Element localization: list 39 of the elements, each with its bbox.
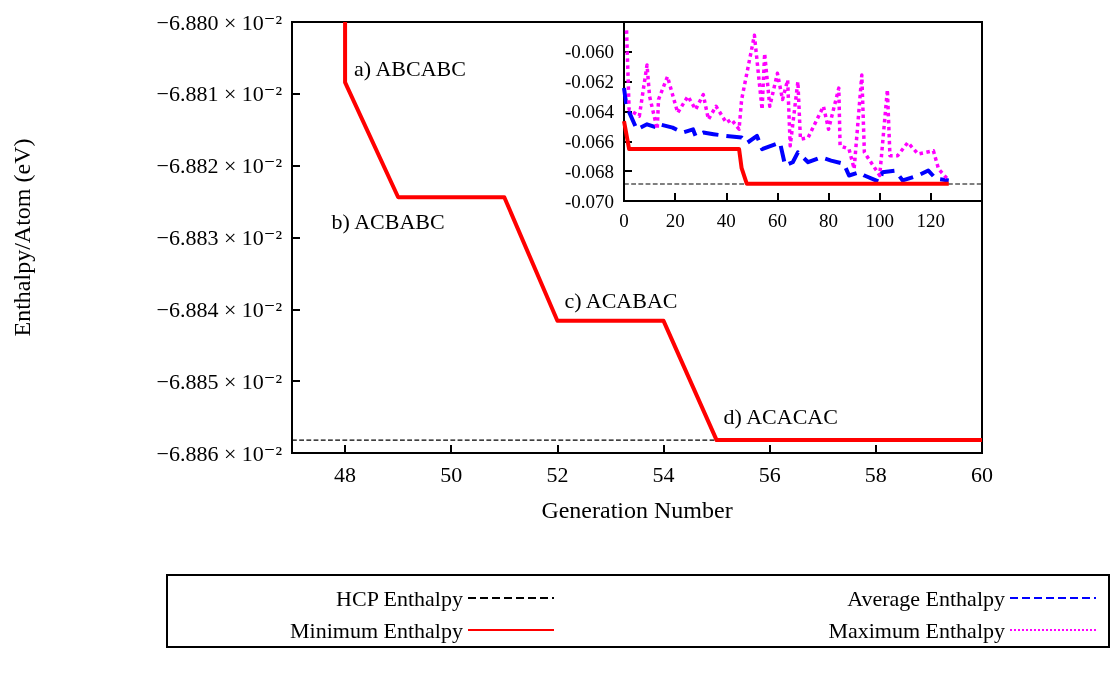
x-tick-label: 120 <box>916 210 946 231</box>
line-series <box>622 119 951 186</box>
y-tick-label: -0.064 <box>564 101 615 122</box>
line-series <box>622 86 951 185</box>
x-tick-label: 58 <box>864 461 887 487</box>
y-tick-label: -0.066 <box>564 130 614 152</box>
y-tick-label: −6.883 × 10⁻² <box>156 225 283 250</box>
legend-label: Average Enthalpy <box>847 585 1005 611</box>
annotation: d) ACACAC <box>723 403 838 429</box>
x-tick-label: 56 <box>758 461 781 487</box>
x-tick-label: 60 <box>767 210 787 231</box>
x-tick-label: 60 <box>971 461 993 487</box>
y-tick-label: −6.886 × 10⁻² <box>156 440 283 466</box>
x-tick-label: 50 <box>440 461 463 487</box>
y-tick-label: -0.060 <box>564 41 614 63</box>
x-tick-label: 48 <box>334 461 357 487</box>
y-tick-label: −6.881 × 10⁻² <box>156 81 283 107</box>
x-tick-label: 20 <box>665 210 685 231</box>
y-tick-label: −6.884 × 10⁻² <box>156 296 283 322</box>
y-tick-label: −6.882 × 10⁻² <box>156 153 283 179</box>
y-tick-label: -0.068 <box>564 160 614 182</box>
y-tick-label: -0.070 <box>564 190 614 212</box>
legend-label: Minimum Enthalpy <box>290 617 463 643</box>
x-tick-label: 0 <box>619 210 629 231</box>
x-tick-label: 40 <box>716 210 736 231</box>
legend-label: HCP Enthalpy <box>336 585 463 611</box>
y-tick-label: −6.885 × 10⁻² <box>156 368 283 394</box>
y-tick-label: -0.062 <box>564 71 614 93</box>
x-axis-title: Generation Number <box>541 497 733 523</box>
y-axis-title: Enthalpy/Atom (eV) <box>9 138 35 337</box>
annotation: a) ABCABC <box>354 55 466 81</box>
x-tick-label: 52 <box>546 461 569 487</box>
x-tick-label: 100 <box>865 210 894 231</box>
x-tick-label: 54 <box>652 461 675 487</box>
y-tick-label: −6.880 × 10⁻² <box>156 9 283 35</box>
x-tick-label: 80 <box>819 210 839 231</box>
legend-label: Maximum Enthalpy <box>828 617 1005 643</box>
annotation: c) ACABAC <box>564 288 678 314</box>
annotation: b) ACBABC <box>331 208 445 234</box>
